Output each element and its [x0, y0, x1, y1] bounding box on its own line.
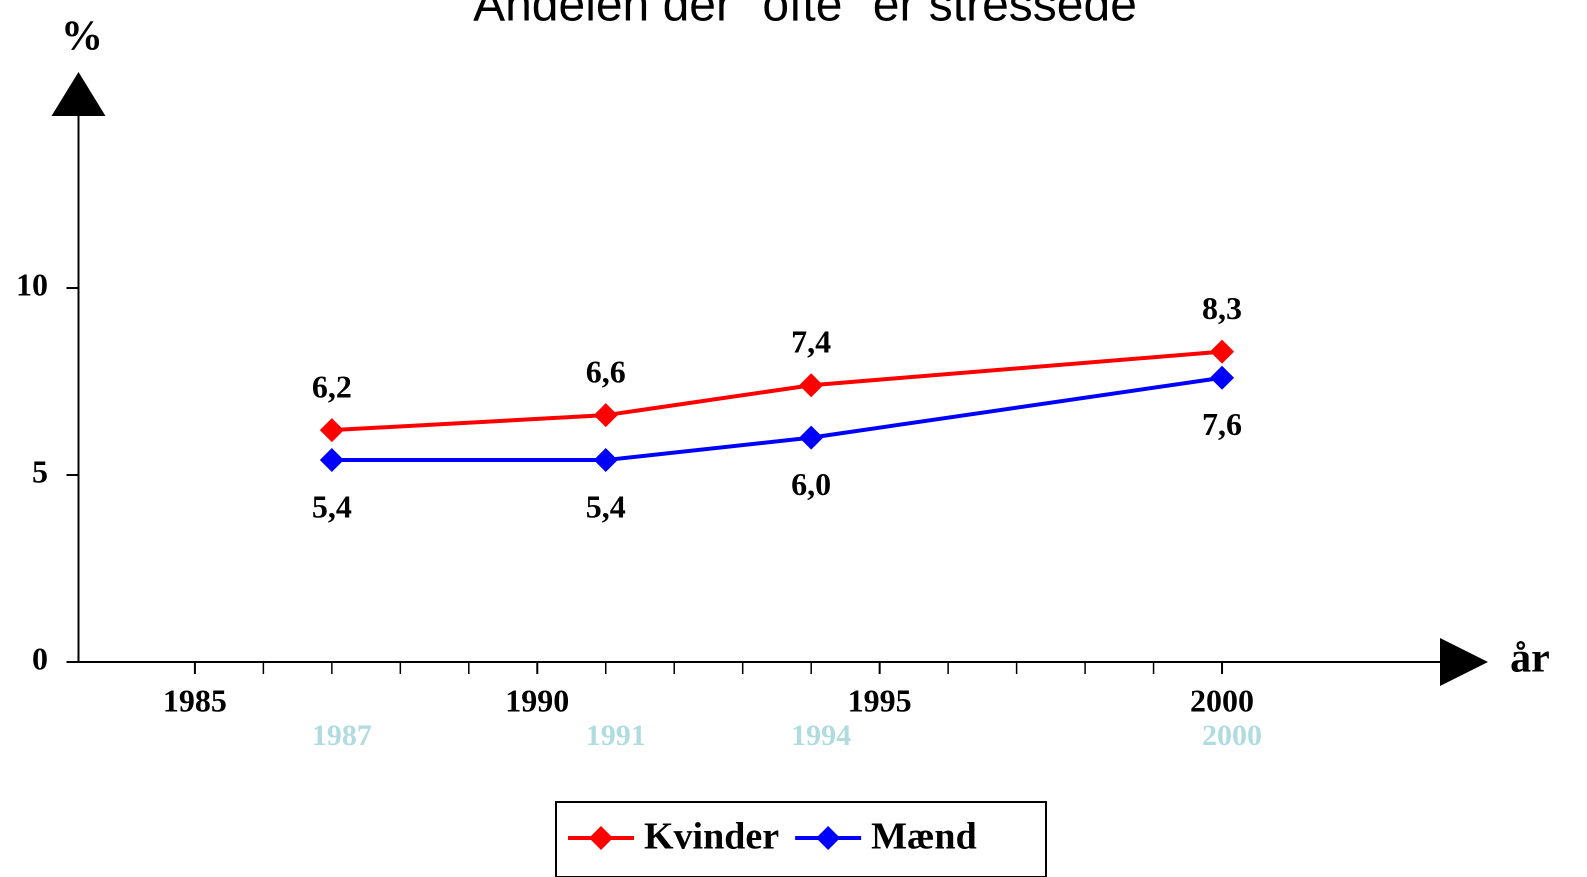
x-axis-label: år: [1510, 636, 1550, 682]
data-label: 6,2: [312, 368, 352, 404]
y-tick-label: 0: [32, 640, 48, 676]
legend-marker: [589, 826, 613, 850]
x-point-label: 1994: [791, 719, 851, 752]
data-point: [799, 373, 824, 398]
series-line: [331, 375, 1223, 463]
x-tick-label: 2000: [1190, 682, 1254, 718]
data-point: [1210, 339, 1235, 364]
x-point-label: 1987: [312, 719, 372, 752]
y-axis-label: %: [61, 14, 103, 60]
data-label: 7,4: [791, 324, 831, 360]
legend-label: Mænd: [871, 816, 977, 858]
y-tick-label: 10: [16, 266, 48, 302]
x-tick-label: 1985: [163, 682, 227, 718]
data-label: 5,4: [586, 488, 626, 524]
x-tick-label: 1995: [848, 682, 912, 718]
data-point: [593, 403, 618, 428]
legend-marker: [816, 826, 841, 850]
data-point: [799, 425, 824, 450]
series-line: [331, 349, 1223, 433]
x-point-label: 2000: [1202, 719, 1262, 752]
data-point: [319, 418, 344, 443]
x-axis-arrow: [1440, 638, 1488, 686]
y-axis-arrow: [51, 72, 106, 116]
data-label: 8,3: [1202, 290, 1242, 326]
data-label: 7,6: [1202, 406, 1242, 442]
data-point: [1210, 365, 1235, 390]
data-label: 6,0: [791, 466, 831, 502]
x-point-label: 1991: [586, 719, 646, 752]
data-label: 6,6: [586, 354, 626, 390]
data-point: [319, 448, 344, 473]
chart-title: Andelen der "ofte" er stressede: [473, 0, 1137, 32]
x-tick-label: 1990: [505, 682, 569, 718]
data-label: 5,4: [312, 488, 352, 524]
legend-label: Kvinder: [644, 816, 779, 858]
data-point: [593, 448, 618, 473]
y-tick-label: 5: [32, 453, 48, 489]
